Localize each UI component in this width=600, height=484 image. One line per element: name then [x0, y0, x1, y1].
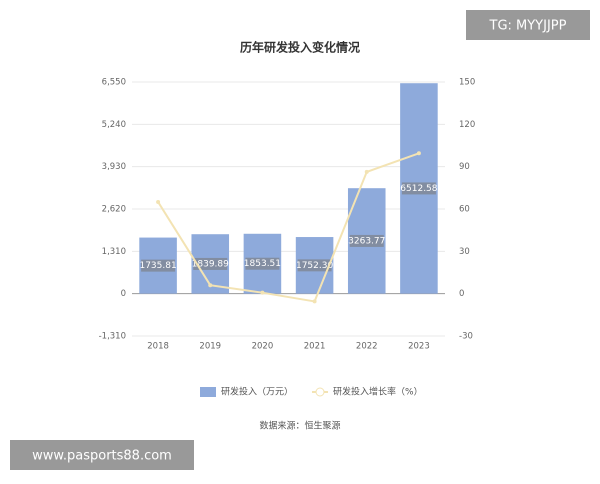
value-label: 1839.89 [192, 259, 229, 269]
y-tick-label: 6,550 [102, 78, 126, 88]
value-label: 1752.30 [296, 261, 333, 271]
point [208, 283, 213, 288]
x-tick-label: 2022 [356, 342, 378, 352]
value-label-bg [349, 234, 384, 247]
x-tick-label: 2019 [199, 342, 221, 352]
value-label-bg [193, 257, 228, 270]
x-tick-label: 2018 [147, 342, 169, 352]
source: 数据来源：恒生聚源 [259, 420, 340, 432]
watermark: TG: MYYJJPP [489, 19, 567, 34]
value-label-bg [297, 259, 332, 272]
point [364, 169, 369, 174]
y2-tick-label: 0 [459, 289, 464, 299]
value-label-bg [401, 182, 436, 195]
y2-tick-label: 120 [459, 120, 475, 130]
value-label: 6512.58 [400, 184, 437, 194]
value-label: 1735.81 [139, 261, 176, 271]
x-tick-label: 2023 [408, 342, 430, 352]
y2-tick-label: 90 [459, 162, 470, 172]
value-label: 1853.51 [244, 259, 281, 269]
legend-swatch [315, 387, 325, 397]
y-tick-label: 0 [121, 289, 126, 299]
y2-tick-label: -30 [459, 332, 473, 342]
y2-tick-label: 60 [459, 205, 470, 215]
value-label-bg [141, 259, 176, 272]
point [312, 299, 317, 304]
legend-label: 研发投入增长率（%） [333, 386, 423, 398]
x-tick-label: 2021 [304, 342, 326, 352]
x-tick-label: 2020 [252, 342, 274, 352]
y2-tick-label: 30 [459, 247, 470, 257]
y-tick-label: -1,310 [99, 332, 126, 342]
y2-tick-label: 150 [459, 78, 475, 88]
legend-swatch [200, 387, 216, 397]
value-label: 3263.77 [348, 236, 385, 246]
point [416, 151, 421, 156]
point [260, 290, 265, 295]
y-tick-label: 2,620 [102, 205, 126, 215]
value-label-bg [245, 257, 280, 270]
watermark-box [466, 10, 590, 40]
line [157, 152, 420, 303]
y-tick-label: 3,930 [102, 162, 126, 172]
legend-label: 研发投入（万元） [221, 386, 293, 398]
watermark: www.pasports88.com [32, 449, 172, 464]
watermark-box [10, 440, 194, 470]
y-tick-label: 5,240 [102, 120, 126, 130]
chart-title: 历年研发投入变化情况 [240, 40, 360, 55]
point [156, 199, 161, 204]
y-tick-label: 1,310 [102, 247, 126, 257]
